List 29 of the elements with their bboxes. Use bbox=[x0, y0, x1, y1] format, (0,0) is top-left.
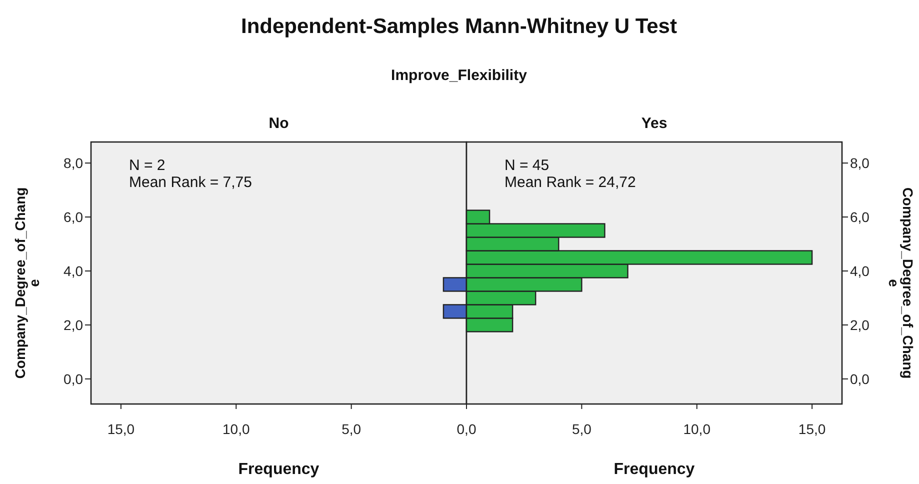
x-tick-label: 10,0 bbox=[683, 421, 711, 437]
y-tick-label: 0,0 bbox=[64, 370, 84, 387]
y-axis-title: Company_Degree_of_Change bbox=[12, 187, 42, 379]
x-tick-label: 15,0 bbox=[798, 421, 826, 437]
x-tick-label: 15,0 bbox=[107, 421, 135, 437]
chart-title: No bbox=[268, 115, 289, 132]
x-tick-label: 0,0 bbox=[456, 421, 476, 437]
annotation: N = 2 bbox=[129, 157, 166, 174]
annotation: Mean Rank = 24,72 bbox=[504, 174, 636, 191]
y-tick-label: 2,0 bbox=[850, 316, 870, 333]
y-tick-label: 2,0 bbox=[64, 316, 84, 333]
y-tick-label: 8,0 bbox=[850, 155, 870, 172]
y-tick-label: 4,0 bbox=[64, 262, 84, 279]
chart-title: Yes bbox=[641, 115, 668, 132]
x-axis-title: Frequency bbox=[238, 461, 320, 478]
y-axis-title: Company_Degree_of_Change bbox=[886, 187, 916, 379]
annotation: Mean Rank = 7,75 bbox=[129, 174, 252, 191]
y-tick-label: 4,0 bbox=[850, 262, 870, 279]
y-tick-label: 6,0 bbox=[850, 209, 870, 226]
x-tick-label: 5,0 bbox=[572, 421, 592, 437]
x-axis-title: Frequency bbox=[614, 461, 695, 478]
x-tick-label: 10,0 bbox=[222, 421, 250, 437]
y-tick-label: 0,0 bbox=[850, 370, 870, 387]
y-tick-label: 8,0 bbox=[64, 155, 84, 172]
text: Independent-Samples Mann-Whitney U Test bbox=[241, 15, 677, 38]
annotation: N = 45 bbox=[504, 157, 550, 174]
y-tick-label: 6,0 bbox=[64, 209, 84, 226]
x-tick-label: 5,0 bbox=[342, 421, 362, 437]
text: Improve_Flexibility bbox=[391, 67, 528, 84]
